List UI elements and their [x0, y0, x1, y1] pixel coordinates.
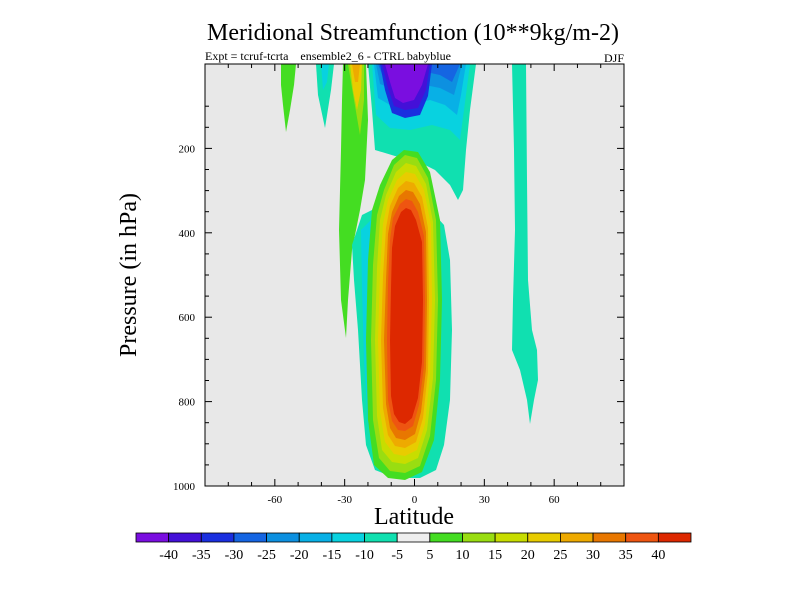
negative-cell-upper-equatorial [368, 64, 476, 200]
x-tick-label: -60 [267, 494, 282, 506]
y-tick-label: 1000 [173, 481, 196, 493]
chart-subtitle-left: Expt = tcruf-tcrta ensemble2_6 - CTRL ba… [205, 49, 451, 63]
y-tick-label: 400 [179, 228, 196, 240]
x-tick-label: -30 [337, 494, 352, 506]
colorbar-label: 25 [553, 548, 567, 563]
y-axis: 200 400 600 800 1000 [173, 105, 624, 493]
negative-streak-sh-35 [316, 64, 334, 128]
colorbar: -40 -35 -30 -25 -20 -15 -10 -5 5 10 15 20 25 30 35 40 [135, 532, 692, 563]
colorbar-box [200, 532, 235, 543]
positive-streak-sh-55 [281, 64, 296, 132]
x-axis: -60 -30 0 30 60 [227, 64, 602, 506]
colorbar-box [135, 532, 170, 543]
y-axis-label: Pressure (in hPa) [116, 193, 142, 357]
colorbar-label: -10 [355, 548, 374, 563]
colorbar-box [625, 532, 659, 543]
colorbar-box [364, 532, 398, 543]
x-tick-label: 0 [412, 494, 418, 506]
colorbar-label: -15 [323, 548, 342, 563]
colorbar-box [527, 532, 561, 543]
positive-cell-equatorial [352, 150, 452, 480]
colorbar-box [266, 532, 300, 543]
negative-band-nh-50 [512, 64, 538, 424]
colorbar-label: -25 [257, 548, 276, 563]
colorbar-label: 15 [488, 548, 502, 563]
colorbar-box [331, 532, 365, 543]
colorbar-box [494, 532, 529, 543]
colorbar-box [168, 532, 202, 543]
colorbar-label: 10 [455, 548, 469, 563]
colorbar-box [298, 532, 333, 543]
chart-title: Meridional Streamfunction (10**9kg/m-2) [207, 20, 619, 46]
colorbar-box [592, 532, 627, 543]
x-axis-label: Latitude [374, 504, 454, 530]
colorbar-label: 40 [651, 548, 665, 563]
y-tick-label: 200 [179, 143, 196, 155]
colorbar-box [560, 532, 594, 543]
colorbar-box [396, 532, 431, 543]
positive-band-sh-midlat [339, 64, 368, 338]
colorbar-label: 5 [426, 548, 433, 563]
contour-fills [281, 64, 538, 480]
colorbar-box [462, 532, 496, 543]
colorbar-label: -30 [225, 548, 244, 563]
colorbar-box [233, 532, 267, 543]
colorbar-box [429, 532, 463, 543]
colorbar-box [657, 532, 692, 543]
x-tick-label: 30 [479, 494, 491, 506]
colorbar-label: 20 [521, 548, 535, 563]
y-tick-label: 600 [179, 312, 196, 324]
colorbar-label: -5 [391, 548, 403, 563]
colorbar-label: -40 [159, 548, 178, 563]
chart-subtitle-right: DJF [604, 51, 624, 65]
x-tick-label: 60 [549, 494, 561, 506]
colorbar-label: 35 [619, 548, 633, 563]
colorbar-label: -20 [290, 548, 309, 563]
y-tick-label: 800 [179, 397, 196, 409]
colorbar-label: 30 [586, 548, 600, 563]
colorbar-label: -35 [192, 548, 211, 563]
